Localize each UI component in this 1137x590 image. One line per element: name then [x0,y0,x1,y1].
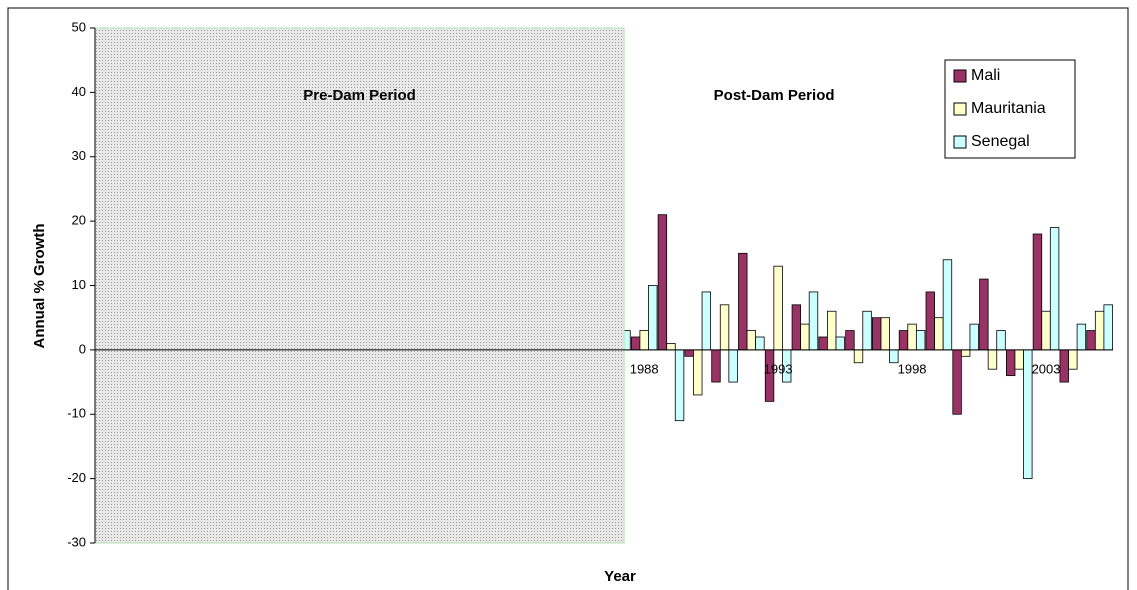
bar [880,317,890,351]
bar [969,323,979,351]
bar [728,349,738,383]
bar [711,349,721,383]
bar [942,259,953,351]
bar [648,285,658,351]
bar [1032,233,1043,351]
annotation: Pre-Dam Period [303,87,416,104]
bar [755,336,765,351]
y-axis-title: Annual % Growth [31,224,48,349]
bar [791,304,802,351]
bar [1094,310,1105,351]
bar [853,349,864,364]
y-tick-label: 20 [72,213,86,228]
pre-dam-shade [94,27,625,544]
x-tick-label: 1993 [764,361,793,376]
bar [1059,349,1069,383]
bar [862,310,872,351]
y-tick-label: -10 [67,406,86,421]
bar [738,252,748,351]
bar [701,291,712,351]
bar [1049,227,1060,351]
y-tick-label: 30 [72,148,86,163]
y-tick-label: 0 [79,341,86,356]
bar [674,349,685,422]
bar [1041,310,1051,351]
bar [872,317,882,351]
bar [934,317,944,351]
y-tick-label: -20 [67,470,86,485]
bar [800,323,810,351]
bar [1086,330,1096,351]
bar [746,330,757,351]
bar [827,310,837,351]
bar [925,291,935,351]
bar [808,291,819,351]
bar [1068,349,1078,370]
legend-box [944,59,1076,159]
bar [773,265,783,351]
bar [835,336,845,351]
legend-swatch [953,102,967,116]
bar [1014,349,1024,370]
bar [693,349,703,396]
bar [979,278,989,351]
x-axis-title: Year [604,568,636,585]
bar [684,349,694,357]
bar [898,330,909,351]
bar [719,304,730,351]
bar [657,214,668,351]
x-tick-label: 1988 [630,361,659,376]
legend-swatch [953,135,967,149]
y-tick-label: 10 [72,277,86,292]
x-tick-label: 1998 [898,361,927,376]
y-tick-label: 50 [72,19,86,34]
bar [952,349,962,415]
bar [630,336,641,351]
bar [960,349,971,357]
bar [915,330,926,351]
bar [1076,323,1087,351]
bar [1103,304,1113,351]
bar [666,343,676,351]
y-tick-label: 40 [72,84,86,99]
bar [639,330,649,351]
legend-label: Senegal [971,133,1030,150]
y-tick-label: -30 [67,534,86,549]
legend-swatch [953,69,967,83]
bar [845,330,855,351]
legend-label: Mauritania [971,100,1046,117]
legend-label: Mali [971,67,1000,84]
plot-area [94,27,1113,544]
bar [1005,349,1016,377]
bar [907,323,917,351]
x-tick-label: 2003 [1032,361,1061,376]
bar [818,336,828,351]
bar [987,349,998,370]
bar [996,330,1006,351]
annotation: Post-Dam Period [714,87,835,104]
